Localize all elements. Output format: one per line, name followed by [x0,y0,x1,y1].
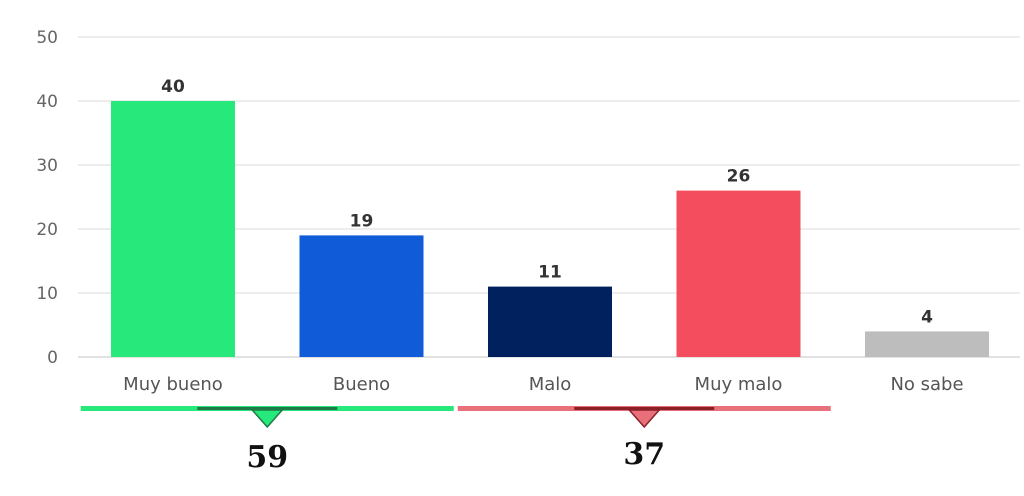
data-label: 19 [350,211,374,231]
group-pointer [627,409,661,429]
y-axis-ticks: 0 10 20 30 40 50 [36,28,58,368]
y-tick-label: 30 [36,156,58,176]
group-totals: 59 37 [80,406,831,475]
category-label: Bueno [333,374,390,395]
y-tick-label: 20 [36,220,58,240]
category-label: Malo [529,374,572,395]
group-bracket-center [197,407,338,410]
data-label: 11 [538,263,562,283]
category-labels: Muy bueno Bueno Malo Muy malo No sabe [123,374,963,395]
data-label: 26 [727,167,751,187]
group-pointer [250,409,284,429]
data-label: 4 [921,307,933,327]
group-total: 59 [246,440,288,475]
category-label: No sabe [890,374,963,395]
group-bracket-center [574,407,715,410]
category-label: Muy bueno [123,374,223,395]
y-tick-label: 10 [36,284,58,304]
bar [676,190,801,357]
data-labels: 40 19 11 26 4 [161,77,933,327]
bar [111,101,235,357]
y-tick-label: 0 [47,348,58,368]
bar [299,235,424,357]
y-tick-label: 50 [36,28,58,48]
category-label: Muy malo [695,374,783,395]
bar [488,286,612,357]
y-tick-label: 40 [36,92,58,112]
group-total: 37 [623,437,665,472]
data-label: 40 [161,77,185,97]
bars [111,101,989,357]
bar [865,331,989,357]
